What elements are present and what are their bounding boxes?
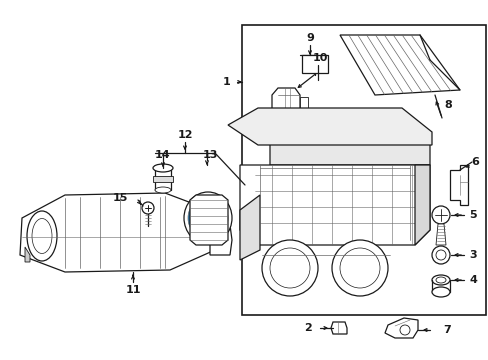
Polygon shape	[269, 110, 429, 165]
Circle shape	[194, 204, 222, 232]
Polygon shape	[209, 222, 231, 255]
Polygon shape	[330, 322, 346, 334]
Ellipse shape	[200, 210, 216, 226]
Bar	[299, 97, 307, 109]
Text: 8: 8	[443, 100, 451, 110]
Circle shape	[431, 246, 449, 264]
Polygon shape	[414, 165, 429, 245]
Text: 6: 6	[470, 157, 478, 167]
Polygon shape	[435, 224, 445, 245]
Circle shape	[142, 202, 154, 214]
Text: 15: 15	[112, 193, 128, 203]
Bar	[242, 25, 485, 315]
Circle shape	[262, 240, 317, 296]
Polygon shape	[240, 195, 260, 260]
Text: 12: 12	[177, 130, 192, 140]
Text: 1: 1	[222, 77, 229, 87]
Polygon shape	[190, 195, 227, 245]
Text: 2: 2	[304, 323, 311, 333]
Text: 11: 11	[125, 285, 141, 295]
Polygon shape	[262, 240, 389, 296]
Polygon shape	[20, 193, 215, 272]
Text: 13: 13	[202, 150, 217, 160]
Circle shape	[431, 206, 449, 224]
Ellipse shape	[431, 287, 449, 297]
Circle shape	[331, 240, 387, 296]
Ellipse shape	[183, 192, 231, 244]
Ellipse shape	[187, 197, 227, 239]
Bar	[155, 168, 171, 190]
Text: 5: 5	[468, 210, 476, 220]
Polygon shape	[240, 165, 429, 245]
Polygon shape	[384, 318, 417, 338]
Circle shape	[269, 248, 309, 288]
Circle shape	[399, 325, 409, 335]
Text: 14: 14	[155, 150, 170, 160]
Text: 4: 4	[468, 275, 476, 285]
Bar	[302, 55, 327, 73]
Bar	[153, 176, 173, 182]
Text: 10: 10	[312, 53, 327, 63]
Polygon shape	[271, 88, 299, 115]
Text: 9: 9	[305, 33, 313, 43]
Text: 7: 7	[442, 325, 450, 335]
Polygon shape	[339, 35, 459, 95]
Polygon shape	[449, 165, 467, 205]
Ellipse shape	[153, 164, 173, 172]
Ellipse shape	[431, 275, 449, 285]
Ellipse shape	[194, 203, 222, 233]
Polygon shape	[25, 247, 30, 262]
Ellipse shape	[155, 187, 171, 193]
Ellipse shape	[435, 277, 445, 283]
Ellipse shape	[32, 219, 52, 253]
Ellipse shape	[27, 211, 57, 261]
Circle shape	[435, 250, 445, 260]
Text: 3: 3	[468, 250, 476, 260]
Circle shape	[339, 248, 379, 288]
Polygon shape	[227, 108, 431, 145]
